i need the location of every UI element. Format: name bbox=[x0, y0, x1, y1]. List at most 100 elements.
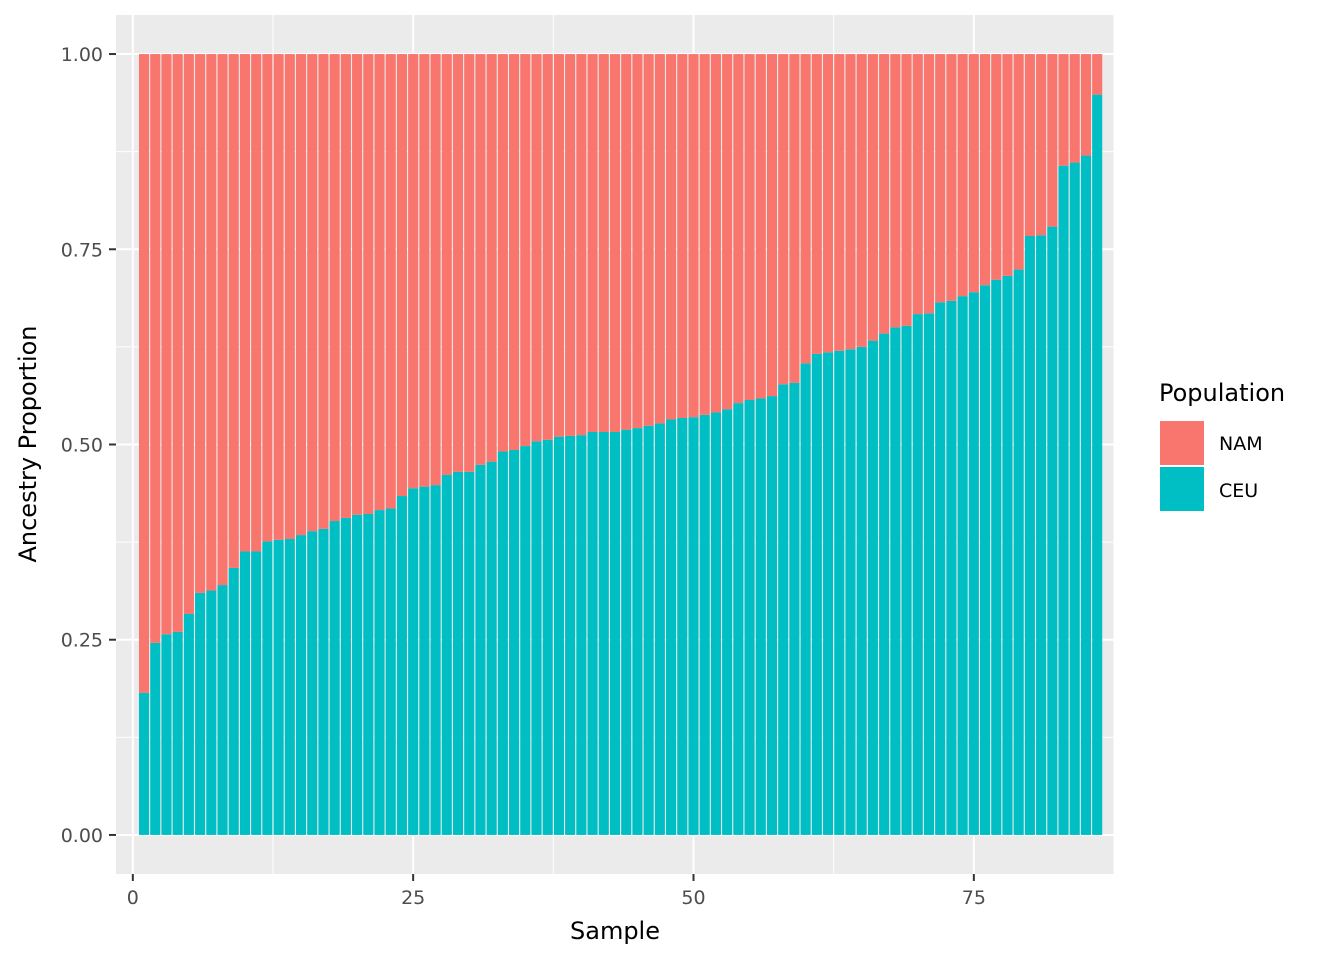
bar-nam bbox=[823, 54, 834, 353]
bar-ceu bbox=[957, 296, 968, 835]
bar-nam bbox=[295, 54, 307, 536]
bar-nam bbox=[1013, 54, 1024, 270]
bar-nam bbox=[677, 54, 688, 418]
bar-ceu bbox=[542, 439, 553, 835]
bar-ceu bbox=[766, 396, 778, 835]
bar-nam bbox=[576, 54, 587, 436]
bar-ceu bbox=[1080, 155, 1092, 835]
bar-nam bbox=[172, 54, 183, 632]
bar-ceu bbox=[991, 279, 1002, 835]
bar-nam bbox=[811, 54, 822, 354]
bar-ceu bbox=[363, 514, 374, 835]
bar-ceu bbox=[228, 567, 239, 835]
bar-ceu bbox=[217, 585, 228, 835]
legend-label-ceu: CEU bbox=[1219, 480, 1258, 502]
bar-ceu bbox=[475, 464, 486, 835]
bar-nam bbox=[183, 54, 194, 614]
bar-nam bbox=[1047, 54, 1058, 227]
y-axis: 0.00 0.25 0.50 0.75 1.00 bbox=[61, 44, 116, 847]
bar-ceu bbox=[1092, 94, 1103, 835]
bar-nam bbox=[340, 54, 351, 518]
bar-ceu bbox=[587, 432, 598, 835]
bar-nam bbox=[1024, 54, 1035, 236]
bar-nam bbox=[396, 54, 407, 497]
bar-nam bbox=[722, 54, 733, 410]
bar-ceu bbox=[1002, 275, 1013, 835]
bar-nam bbox=[845, 54, 856, 350]
bar-nam bbox=[946, 54, 957, 301]
x-tick-label: 0 bbox=[127, 887, 139, 909]
bar-nam bbox=[654, 54, 665, 424]
bar-ceu bbox=[295, 535, 307, 835]
bar-nam bbox=[901, 54, 912, 326]
y-tick-label: 0.00 bbox=[61, 825, 103, 847]
bar-nam bbox=[363, 54, 374, 515]
bar-ceu bbox=[890, 327, 901, 835]
bar-nam bbox=[284, 54, 295, 539]
bar-ceu bbox=[352, 514, 363, 835]
bar-ceu bbox=[946, 300, 957, 835]
bar-nam bbox=[251, 54, 262, 552]
bar-ceu bbox=[1036, 235, 1047, 835]
x-axis-title: Sample bbox=[570, 917, 660, 945]
bar-nam bbox=[890, 54, 901, 328]
bar-nam bbox=[856, 54, 867, 347]
bar-ceu bbox=[497, 451, 508, 835]
bar-nam bbox=[744, 54, 755, 400]
bar-nam bbox=[1058, 54, 1069, 166]
bar-ceu bbox=[778, 384, 789, 835]
y-tick-label: 1.00 bbox=[61, 44, 103, 66]
bar-ceu bbox=[150, 642, 161, 835]
bar-ceu bbox=[486, 461, 497, 835]
bar-nam bbox=[464, 54, 475, 472]
bar-nam bbox=[587, 54, 598, 433]
bar-nam bbox=[565, 54, 576, 436]
x-tick-label: 50 bbox=[681, 887, 705, 909]
x-axis: 0 25 50 75 bbox=[127, 874, 986, 909]
legend-title: Population bbox=[1159, 379, 1285, 407]
bar-ceu bbox=[968, 292, 979, 835]
bar-ceu bbox=[609, 432, 621, 835]
bar-ceu bbox=[441, 474, 452, 835]
bar-ceu bbox=[1047, 226, 1058, 835]
bar-nam bbox=[688, 54, 699, 418]
bar-ceu bbox=[520, 446, 531, 835]
bar-ceu bbox=[206, 590, 217, 835]
bar-ceu bbox=[183, 613, 194, 835]
bar-ceu bbox=[273, 539, 284, 835]
bar-nam bbox=[441, 54, 452, 475]
bar-nam bbox=[520, 54, 531, 447]
bar-nam bbox=[733, 54, 744, 404]
bar-nam bbox=[352, 54, 363, 515]
bar-nam bbox=[834, 54, 845, 351]
bar-ceu bbox=[385, 508, 396, 835]
bar-nam bbox=[699, 54, 710, 415]
bar-ceu bbox=[1013, 269, 1024, 835]
bar-ceu bbox=[161, 634, 172, 835]
bar-nam bbox=[318, 54, 329, 529]
bar-nam bbox=[408, 54, 419, 489]
bar-nam bbox=[419, 54, 430, 487]
bar-nam bbox=[778, 54, 789, 385]
bar-nam bbox=[217, 54, 228, 586]
bar-ceu bbox=[789, 382, 800, 835]
bar-ceu bbox=[172, 631, 183, 835]
bar-ceu bbox=[654, 423, 665, 835]
bar-nam bbox=[632, 54, 643, 429]
bar-ceu bbox=[138, 692, 150, 835]
bar-nam bbox=[542, 54, 553, 440]
legend-key-nam bbox=[1158, 419, 1206, 467]
x-tick-label: 75 bbox=[962, 887, 986, 909]
x-tick-label: 25 bbox=[401, 887, 425, 909]
bar-ceu bbox=[340, 517, 351, 835]
bar-nam bbox=[1036, 54, 1047, 236]
bar-nam bbox=[789, 54, 800, 383]
bar-nam bbox=[1002, 54, 1013, 276]
bar-nam bbox=[475, 54, 486, 465]
y-axis-title: Ancestry Proportion bbox=[14, 325, 42, 562]
bar-nam bbox=[273, 54, 284, 540]
bar-nam bbox=[879, 54, 890, 334]
bar-nam bbox=[228, 54, 239, 568]
bar-nam bbox=[307, 54, 318, 532]
bar-ceu bbox=[710, 412, 721, 835]
